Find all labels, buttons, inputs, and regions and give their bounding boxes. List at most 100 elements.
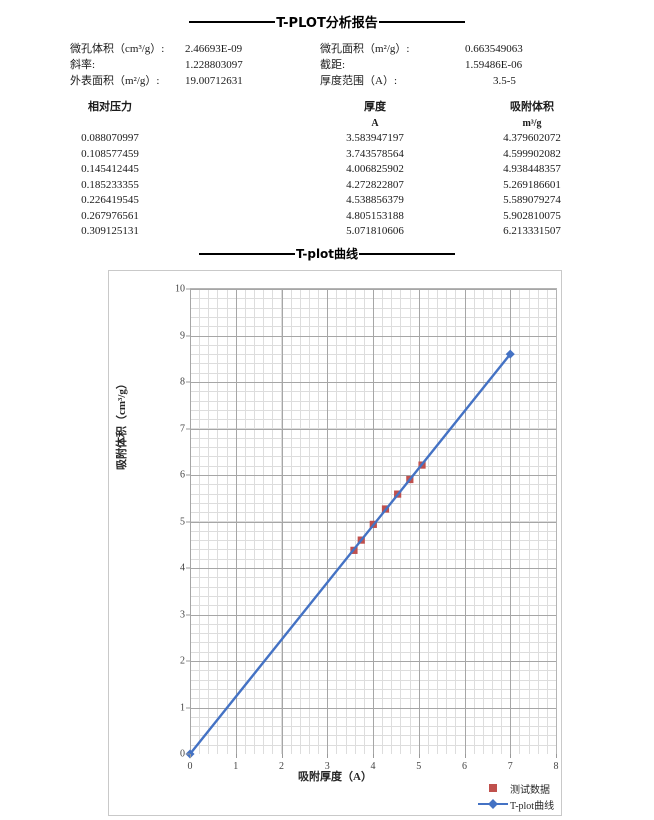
table-cell: 5.902810075 (503, 209, 561, 222)
unit-thickness: A (371, 117, 379, 129)
table-cell: 0.267976561 (81, 209, 139, 222)
x-axis-tick-label: 4 (370, 761, 376, 772)
x-axis-tick-mark (464, 754, 466, 758)
title-rule-right (378, 20, 465, 23)
intercept-value: 1.59486E-06 (465, 59, 523, 71)
table-cell: 4.379602072 (503, 132, 561, 144)
x-axis-tick-label: 1 (233, 761, 239, 772)
y-axis-tick-label: 0 (180, 748, 185, 760)
slope-value: 1.228803097 (185, 59, 243, 71)
table-cell: 0.088070997 (81, 132, 139, 144)
chart-title-text: T-plot曲线 (295, 247, 359, 261)
external-surface-area-value: 19.00712631 (185, 75, 243, 87)
table-cell: 0.226419545 (81, 194, 139, 206)
y-axis-tick-label: 9 (180, 330, 185, 341)
y-axis-tick-label: 1 (180, 702, 185, 713)
y-axis-tick-mark (186, 335, 190, 336)
y-axis-tick-mark (186, 753, 190, 755)
table-row: 0.088070997 3.583947197 4.379602072 (0, 131, 654, 147)
summary-row: 斜率: 1.228803097 截距: 1.59486E-06 (0, 56, 654, 72)
data-table: 相对压力 厚度 吸附体积 A m³/g 0.088070997 3.5839471… (0, 100, 654, 240)
chart-series (185, 349, 515, 759)
x-axis-tick-mark (281, 754, 283, 758)
intercept-label: 截距: (320, 59, 346, 71)
y-axis-tick-label: 6 (180, 469, 185, 481)
y-axis-tick-mark (186, 707, 190, 708)
table-cell: 4.538856379 (346, 194, 404, 206)
legend-item-tplot-curve: T-plot曲线 (478, 796, 568, 812)
legend-label-tplot-curve: T-plot曲线 (510, 800, 555, 812)
table-cell: 3.583947197 (346, 132, 404, 144)
table-cell: 0.309125131 (81, 225, 139, 237)
y-axis-tick-label: 5 (180, 516, 185, 527)
micropore-area-label: 微孔面积（m²/g）: (320, 43, 410, 55)
table-row: 0.226419545 4.538856379 5.589079274 (0, 193, 654, 209)
column-header-thickness: 厚度 (364, 101, 386, 113)
summary-row: 微孔体积（cm³/g）: 2.46693E-09 微孔面积（m²/g）: 0.6… (0, 40, 654, 56)
legend-item-test-data: 测试数据 (478, 780, 568, 796)
thickness-range-label: 厚度范围（A）: (320, 75, 397, 87)
y-axis-tick-mark (186, 614, 190, 615)
x-axis-tick-mark (190, 754, 191, 758)
micropore-area-value: 0.663549063 (465, 43, 523, 55)
x-axis-tick-mark (510, 754, 512, 758)
table-cell: 6.213331507 (503, 225, 561, 237)
unit-adsorbed-volume: m³/g (522, 117, 542, 129)
table-cell: 5.589079274 (503, 194, 561, 206)
plot-area: 0 1 2 3 4 5 6 7 8 9 10 0 1 2 3 4 5 6 7 8 (175, 284, 559, 773)
column-header-adsorbed-volume: 吸附体积 (510, 101, 554, 113)
x-axis-tick-label: 8 (553, 761, 559, 772)
legend-label-test-data: 测试数据 (510, 784, 550, 796)
slope-label: 斜率: (70, 59, 96, 71)
y-axis-tick-mark (186, 428, 190, 429)
chart-gridlines (190, 289, 556, 754)
thickness-range-value: 3.5-5 (493, 75, 516, 87)
line-diamond-marker-icon (478, 799, 508, 809)
x-axis-tick-mark (235, 754, 237, 758)
title-rule-left (189, 20, 276, 23)
x-axis-tick-label: 0 (187, 761, 193, 772)
chart-title-rule-right (359, 252, 456, 255)
table-cell: 0.108577459 (81, 147, 139, 160)
micropore-volume-label: 微孔体积（cm³/g）: (70, 43, 165, 55)
chart-title-rule-left (198, 252, 295, 255)
y-axis-title: 吸附体积（cm³/g） (116, 378, 128, 470)
y-axis-tick-mark (186, 660, 190, 662)
summary-row: 外表面积（m²/g）: 19.00712631 厚度范围（A）: 3.5-5 (0, 72, 654, 88)
y-axis-tick-mark (186, 288, 190, 290)
table-cell: 5.071810606 (346, 225, 404, 237)
y-axis-tick-label: 8 (180, 376, 185, 388)
table-cell: 4.599902082 (503, 147, 561, 160)
y-axis-tick-mark (186, 474, 190, 476)
table-subheader-row: A m³/g (0, 116, 654, 132)
y-axis-tick-label: 2 (180, 655, 185, 667)
chart-legend: 测试数据 T-plot曲线 (478, 780, 568, 812)
x-axis-tick-mark (327, 754, 329, 758)
external-surface-area-label: 外表面积（m²/g）: (70, 75, 160, 87)
y-axis-tick-mark (186, 521, 190, 522)
y-axis-tick-mark (186, 381, 190, 383)
table-row: 0.145412445 4.006825902 4.938448357 (0, 162, 654, 178)
summary-block: 微孔体积（cm³/g）: 2.46693E-09 微孔面积（m²/g）: 0.6… (0, 40, 654, 88)
chart-title: T-plot曲线 (0, 245, 654, 262)
x-axis-tick-label: 7 (507, 761, 513, 772)
table-row: 0.309125131 5.071810606 6.213331507 (0, 224, 654, 240)
chart-container: 0 1 2 3 4 5 6 7 8 9 10 0 1 2 3 4 5 6 7 8 (108, 270, 562, 816)
report-title-text: T-PLOT分析报告 (276, 16, 378, 31)
x-axis-tick-mark (373, 754, 374, 758)
y-axis-tick-label: 7 (180, 423, 185, 434)
table-row: 0.267976561 4.805153188 5.902810075 (0, 209, 654, 225)
y-axis-tick-label: 10 (175, 283, 185, 295)
table-cell: 4.272822807 (346, 178, 404, 191)
square-marker-icon (478, 784, 508, 792)
unit-relative-pressure (0, 116, 280, 132)
x-axis-tick-label: 3 (324, 761, 330, 772)
table-header-row: 相对压力 厚度 吸附体积 (0, 100, 654, 116)
x-axis-tick-label: 6 (462, 761, 467, 772)
x-axis-tick-label: 5 (416, 761, 422, 772)
table-body: 0.088070997 3.583947197 4.379602072 0.10857… (0, 131, 654, 240)
x-axis-tick-mark (418, 754, 420, 758)
y-axis-tick-label: 4 (180, 562, 185, 574)
report-title: T-PLOT分析报告 (0, 12, 654, 31)
table-cell: 4.006825902 (346, 163, 404, 175)
